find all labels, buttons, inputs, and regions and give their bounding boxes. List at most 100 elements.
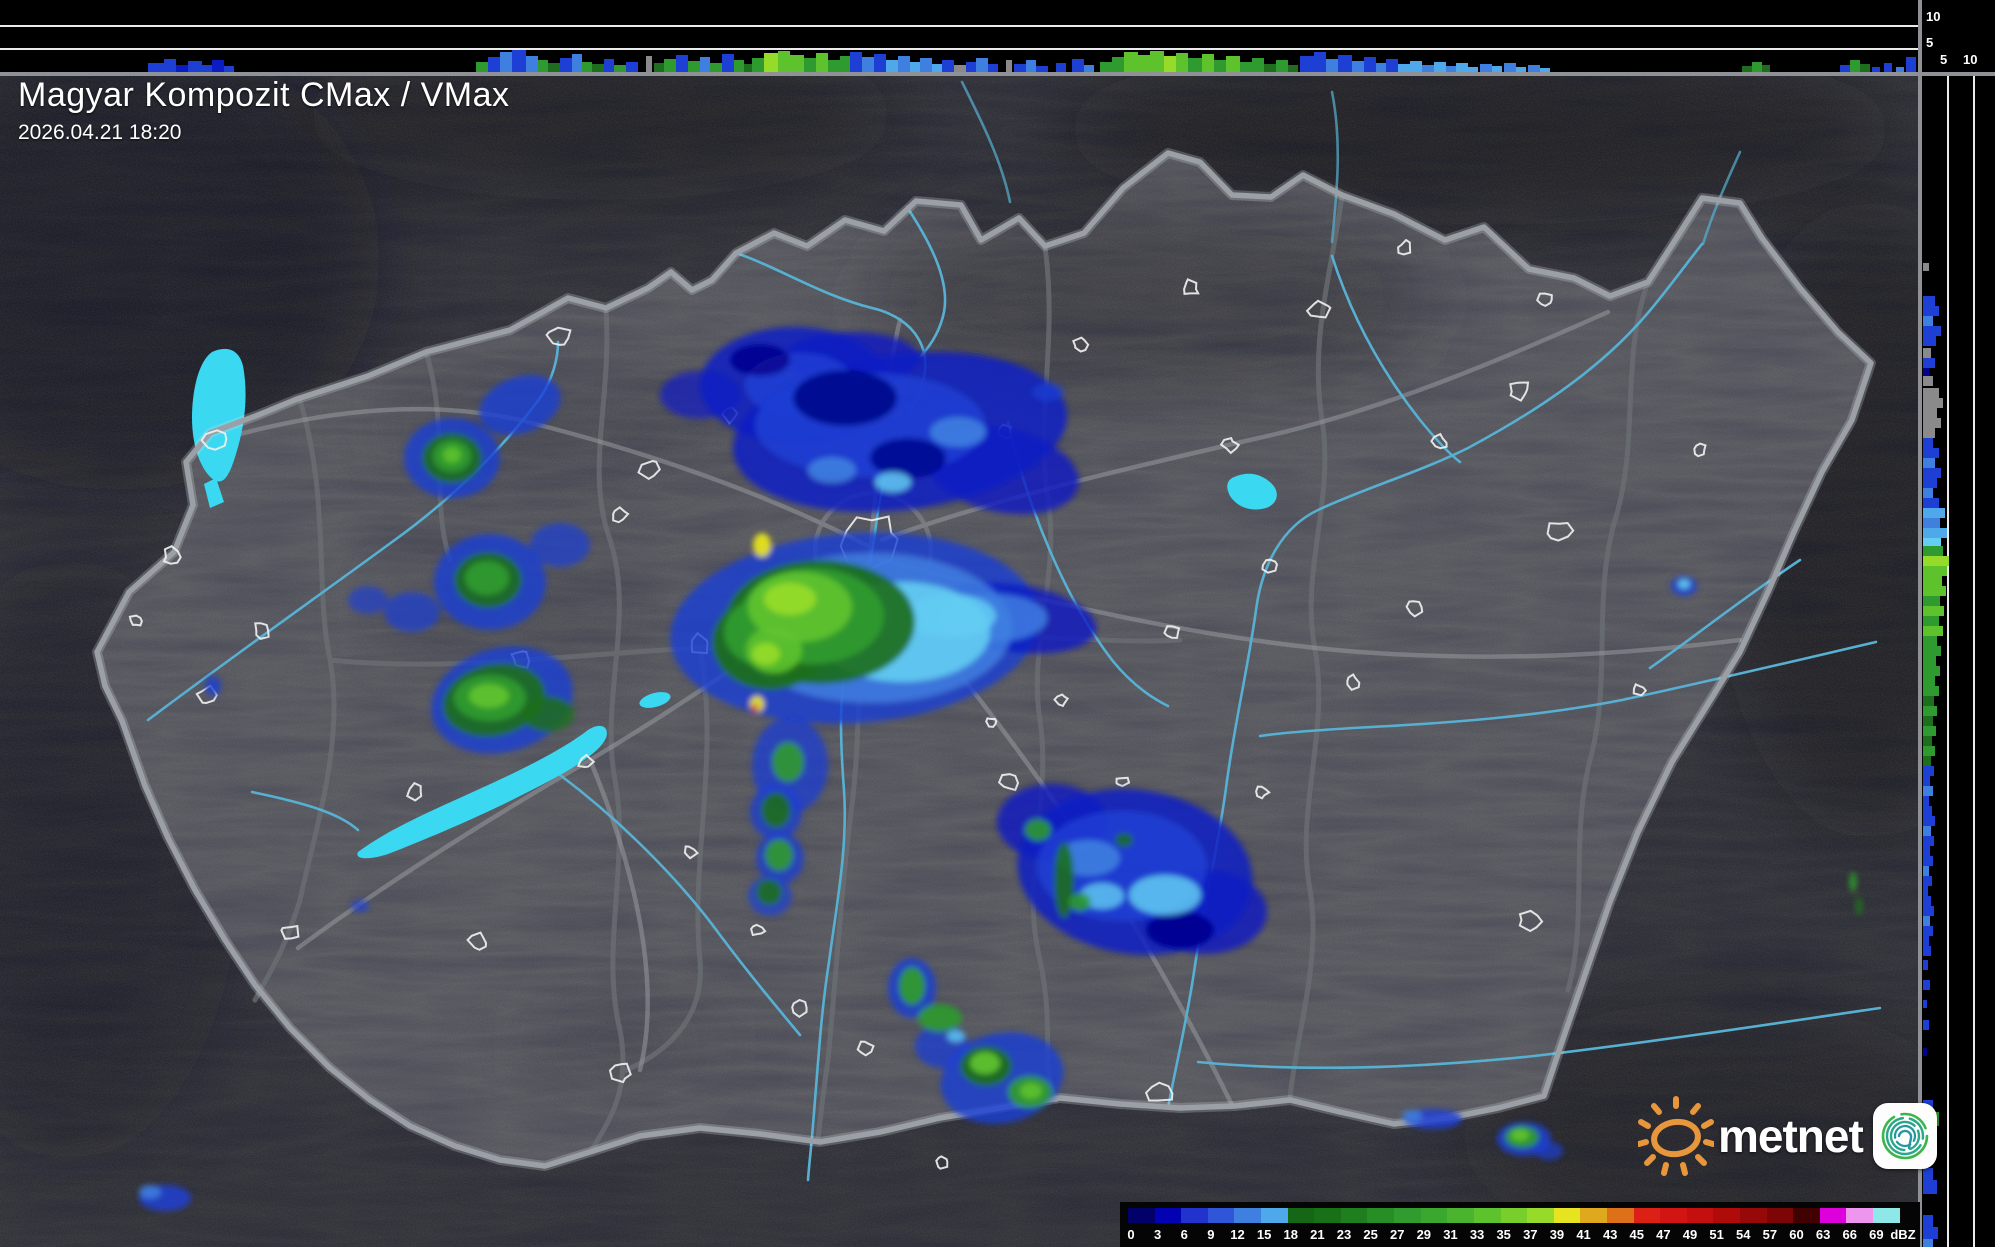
radar-echo: [1535, 1142, 1563, 1160]
profile-echo-block: [1923, 1000, 1927, 1008]
profile-echo-block: [1528, 65, 1540, 72]
city-outline: [1693, 442, 1707, 458]
radar-echo: [1855, 897, 1863, 915]
city-outline: [1546, 521, 1575, 542]
city-outline: [1255, 785, 1271, 800]
top-axis-label-10: 10: [1926, 9, 1941, 24]
profile-echo-block: [582, 62, 592, 72]
profile-echo-block: [1226, 56, 1240, 72]
colorbar-label: 21: [1310, 1227, 1325, 1242]
city-outline: [405, 781, 423, 802]
profile-echo-block: [976, 58, 988, 72]
radar-echo: [1402, 1110, 1422, 1122]
profile-echo-block: [1923, 418, 1941, 428]
city-outline: [1509, 381, 1530, 402]
profile-echo-block: [1138, 55, 1150, 72]
profile-echo-block: [1923, 1168, 1933, 1180]
profile-echo-block: [1202, 54, 1214, 72]
profile-echo-block: [688, 61, 700, 72]
profile-echo-block: [1264, 64, 1276, 72]
profile-echo-block: [1923, 358, 1935, 368]
altitude-gridline-10km-v: [1973, 76, 1975, 1247]
right-axis-label-10: 10: [1963, 52, 1978, 67]
page-title: Magyar Kompozit CMax / VMax: [18, 76, 510, 114]
profile-echo-block: [1923, 916, 1930, 926]
radar-echo: [522, 696, 574, 732]
profile-echo-block: [764, 53, 778, 72]
profile-echo-block: [1923, 896, 1931, 906]
city-outline: [280, 924, 300, 940]
altitude-gridline-5km-v: [1947, 76, 1949, 1247]
profile-echo-block: [1434, 62, 1446, 72]
profile-echo-block: [778, 51, 790, 72]
colorbar-segment: [1580, 1208, 1607, 1223]
colorbar-segment: [1314, 1208, 1341, 1223]
profile-echo-block: [1923, 596, 1940, 606]
colorbar-segment: [1740, 1208, 1767, 1223]
profile-echo-block: [1364, 57, 1376, 72]
colorbar-label: 3: [1153, 1227, 1162, 1242]
profile-echo-block: [1072, 59, 1084, 72]
profile-echo-block: [614, 65, 626, 72]
colorbar-label: 41: [1576, 1227, 1591, 1242]
radar-echo: [1054, 842, 1074, 918]
profile-echo-block: [1516, 67, 1526, 72]
profile-echo-block: [1923, 696, 1934, 706]
city-outline: [1405, 600, 1424, 618]
profile-echo-block: [148, 63, 164, 72]
profile-echo-block: [1923, 960, 1928, 970]
profile-echo-block: [954, 65, 966, 72]
profile-echo-block: [1214, 60, 1226, 72]
profile-echo-block: [1923, 926, 1933, 936]
colorbar-label: 12: [1230, 1227, 1245, 1242]
profile-echo-block: [1923, 566, 1947, 576]
profile-echo-block: [1923, 368, 1929, 376]
radar-echo: [752, 643, 780, 665]
radar-echo: [970, 1052, 1000, 1074]
radar-echo: [875, 472, 911, 492]
profile-echo-block: [1923, 498, 1939, 508]
colorbar-segment: [1154, 1208, 1182, 1223]
profile-echo-block: [1923, 576, 1942, 586]
radar-echo: [1115, 833, 1133, 847]
top-axis-label-5: 5: [1926, 35, 1934, 50]
profile-echo-block: [1288, 65, 1298, 72]
profile-echo-block: [1923, 448, 1939, 458]
profile-echo-block: [1923, 528, 1947, 538]
profile-echo-block: [212, 60, 224, 72]
city-outline: [612, 506, 630, 524]
radar-echo: [761, 792, 791, 828]
profile-echo-block: [1896, 67, 1904, 72]
profile-echo-block: [1923, 686, 1939, 696]
radar-echo: [465, 561, 509, 595]
city-outline: [1183, 278, 1200, 295]
profile-echo-block: [202, 65, 212, 72]
profile-echo-block: [1923, 766, 1934, 776]
profile-echo-block: [1923, 856, 1933, 866]
profile-echo-block: [1300, 56, 1314, 72]
profile-echo-block: [1923, 656, 1936, 666]
profile-echo-block: [1923, 806, 1932, 816]
profile-echo-block: [1352, 61, 1364, 72]
profile-echo-block: [862, 57, 874, 72]
colorbar-label: 63: [1815, 1227, 1831, 1242]
colorbar: 0 3 6 9 12 15 18 21 23 25 27 29 31 33 35 37 39 41 43 45 47 49…: [1120, 1202, 1920, 1247]
panel-divider-vertical: [1918, 0, 1922, 1247]
lake-velence: [639, 692, 671, 708]
profile-echo-block: [1468, 67, 1478, 72]
profile-echo-block: [1923, 646, 1941, 656]
profile-echo-block: [1923, 376, 1933, 386]
colorbar-segment: [1846, 1208, 1874, 1223]
profile-echo-block: [1752, 62, 1762, 72]
colorbar-label: 15: [1256, 1227, 1272, 1242]
colorbar-segment: [1873, 1208, 1900, 1223]
profile-echo-block: [1923, 408, 1937, 418]
radar-echo: [469, 684, 509, 708]
profile-echo-block: [1923, 428, 1935, 438]
dbz-unit-label: dBZ: [1890, 1227, 1916, 1242]
profile-echo-block: [804, 58, 816, 72]
radar-echo: [930, 417, 986, 447]
header: Magyar Kompozit CMax / VMax 2026.04.21 1…: [18, 76, 510, 145]
top-profile-panel: [0, 0, 1920, 72]
profile-echo-block: [1923, 348, 1931, 358]
